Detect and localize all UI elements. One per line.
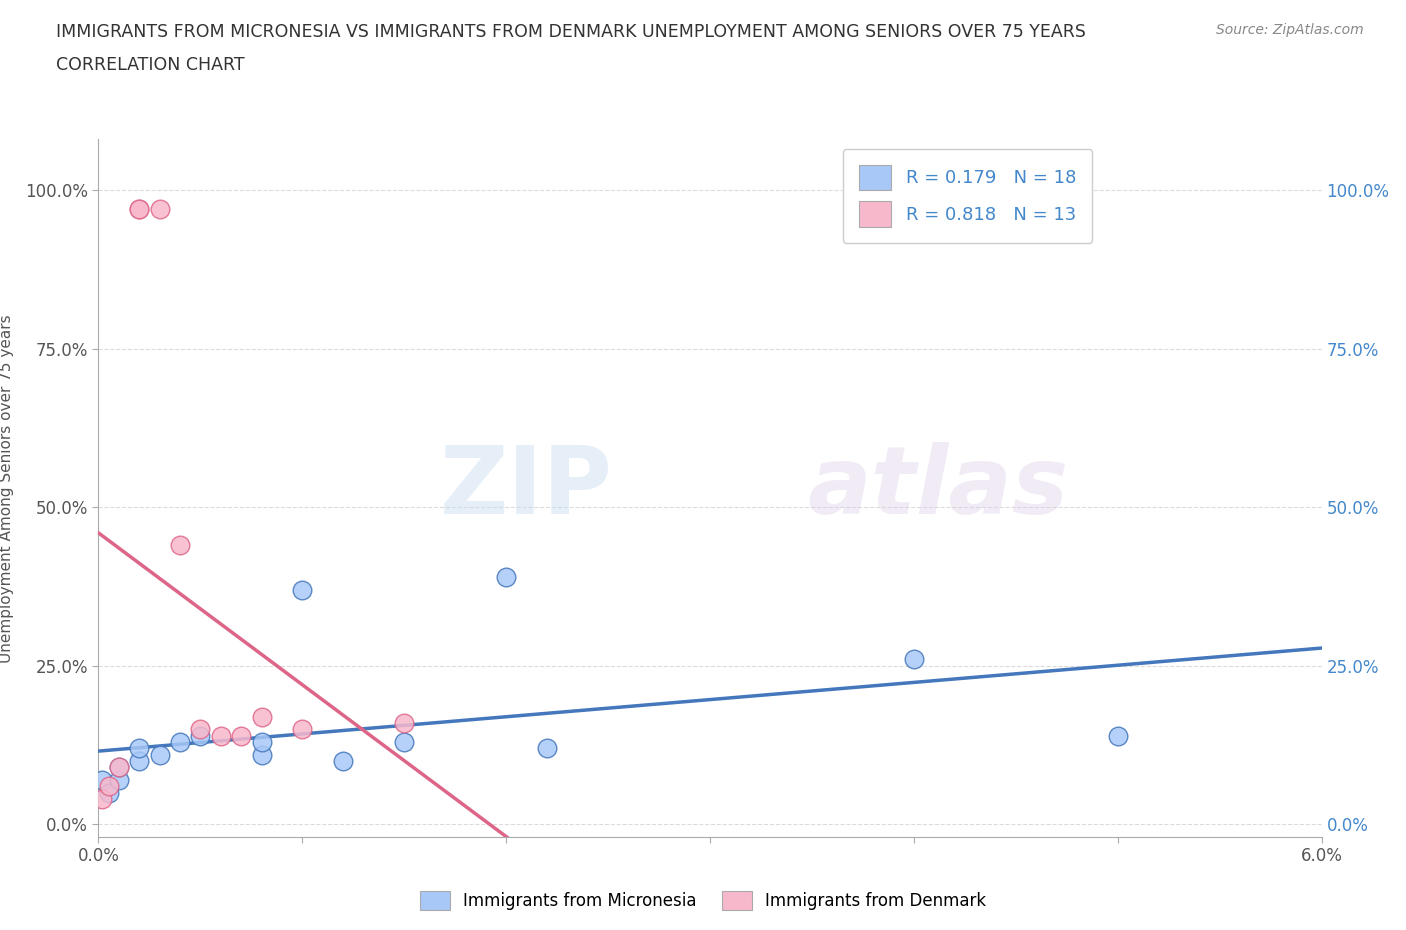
Point bbox=[97, 785, 120, 800]
Point bbox=[108, 760, 131, 775]
Point bbox=[291, 582, 314, 597]
Point bbox=[231, 728, 253, 743]
Text: CORRELATION CHART: CORRELATION CHART bbox=[56, 56, 245, 73]
Point bbox=[91, 791, 114, 806]
Point bbox=[1107, 728, 1129, 743]
Point bbox=[250, 735, 273, 750]
Point bbox=[169, 538, 191, 552]
Point bbox=[188, 728, 212, 743]
Point bbox=[91, 773, 114, 788]
Legend: R = 0.179   N = 18, R = 0.818   N = 13: R = 0.179 N = 18, R = 0.818 N = 13 bbox=[842, 149, 1092, 243]
Point bbox=[209, 728, 232, 743]
Point bbox=[128, 202, 150, 217]
Point bbox=[97, 778, 120, 793]
Point bbox=[108, 773, 131, 788]
Point bbox=[291, 722, 314, 737]
Point bbox=[903, 652, 925, 667]
Point bbox=[392, 735, 416, 750]
Text: ZIP: ZIP bbox=[439, 443, 612, 534]
Y-axis label: Unemployment Among Seniors over 75 years: Unemployment Among Seniors over 75 years bbox=[0, 314, 14, 662]
Text: IMMIGRANTS FROM MICRONESIA VS IMMIGRANTS FROM DENMARK UNEMPLOYMENT AMONG SENIORS: IMMIGRANTS FROM MICRONESIA VS IMMIGRANTS… bbox=[56, 23, 1085, 41]
Text: atlas: atlas bbox=[808, 443, 1069, 534]
Point bbox=[128, 753, 150, 768]
Point bbox=[250, 709, 273, 724]
Point bbox=[149, 202, 172, 217]
Point bbox=[108, 760, 131, 775]
Legend: Immigrants from Micronesia, Immigrants from Denmark: Immigrants from Micronesia, Immigrants f… bbox=[413, 884, 993, 917]
Point bbox=[128, 202, 150, 217]
Point bbox=[250, 747, 273, 762]
Point bbox=[188, 722, 212, 737]
Point bbox=[128, 741, 150, 756]
Point bbox=[392, 715, 416, 730]
Text: Source: ZipAtlas.com: Source: ZipAtlas.com bbox=[1216, 23, 1364, 37]
Point bbox=[536, 741, 558, 756]
Point bbox=[169, 735, 191, 750]
Point bbox=[332, 753, 354, 768]
Point bbox=[495, 569, 517, 584]
Point bbox=[149, 747, 172, 762]
